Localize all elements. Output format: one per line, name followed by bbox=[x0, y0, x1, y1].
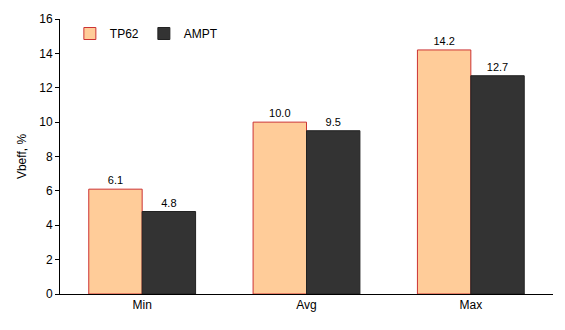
svg-text:10: 10 bbox=[39, 115, 53, 129]
svg-text:AMPT: AMPT bbox=[184, 27, 218, 41]
svg-text:2: 2 bbox=[46, 253, 53, 267]
svg-text:14: 14 bbox=[39, 47, 53, 61]
svg-text:14.2: 14.2 bbox=[433, 35, 454, 47]
svg-text:12.7: 12.7 bbox=[487, 61, 508, 73]
svg-text:9.5: 9.5 bbox=[326, 116, 341, 128]
svg-text:Min: Min bbox=[132, 298, 151, 312]
svg-text:4: 4 bbox=[46, 218, 53, 232]
svg-text:4.8: 4.8 bbox=[161, 197, 176, 209]
svg-text:8: 8 bbox=[46, 150, 53, 164]
svg-text:10.0: 10.0 bbox=[269, 107, 290, 119]
svg-text:6: 6 bbox=[46, 184, 53, 198]
svg-text:Avg: Avg bbox=[296, 298, 316, 312]
svg-text:6.1: 6.1 bbox=[108, 174, 123, 186]
svg-text:16: 16 bbox=[39, 12, 53, 26]
svg-text:TP62: TP62 bbox=[110, 27, 139, 41]
svg-text:0: 0 bbox=[46, 287, 53, 301]
svg-text:12: 12 bbox=[39, 81, 53, 95]
svg-text:Vbeff, %: Vbeff, % bbox=[15, 134, 29, 179]
svg-text:Max: Max bbox=[459, 298, 482, 312]
